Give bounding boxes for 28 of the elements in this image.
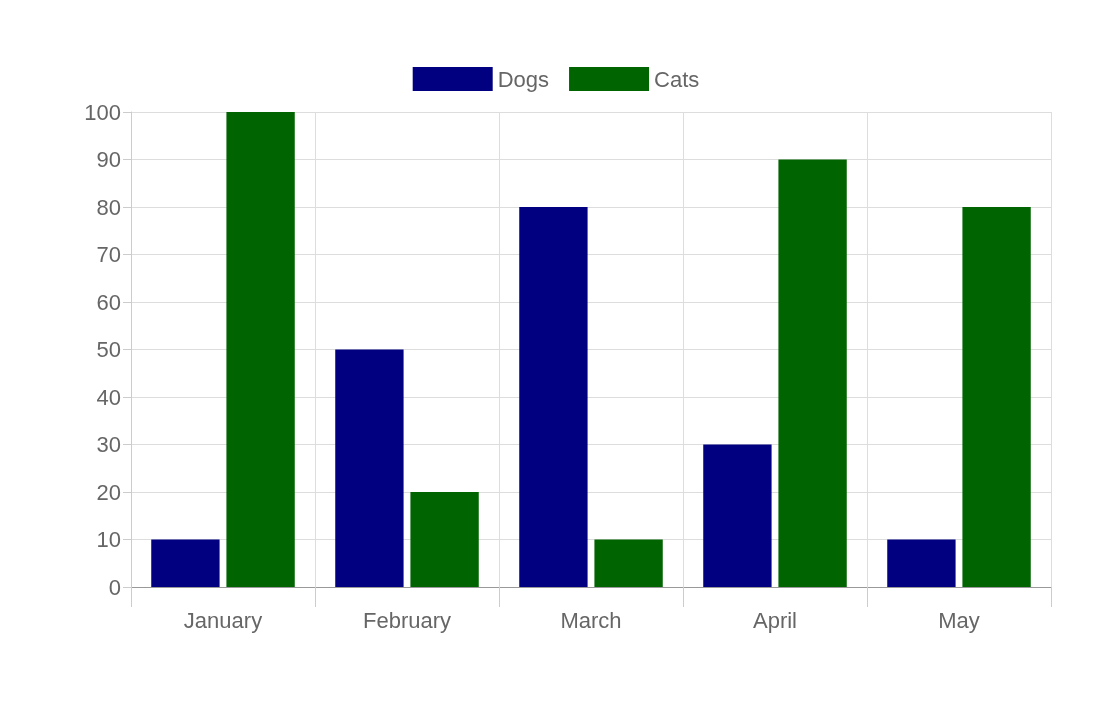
bar — [887, 539, 956, 587]
bar — [594, 539, 663, 587]
bar — [778, 159, 847, 587]
legend-label: Cats — [654, 66, 700, 92]
x-tick-label: May — [938, 607, 980, 633]
bar — [703, 444, 772, 587]
y-tick-label: 70 — [96, 242, 121, 267]
bar — [226, 112, 295, 587]
x-tick-label: February — [362, 607, 452, 633]
x-tick-label: March — [560, 607, 622, 633]
y-tick-label: 40 — [96, 384, 121, 410]
y-tick-label: 80 — [96, 194, 121, 220]
y-tick-label: 100 — [84, 99, 121, 125]
legend-label: Dogs — [497, 66, 550, 92]
y-tick-label: 10 — [96, 527, 121, 552]
y-tick-label: 50 — [96, 337, 121, 362]
y-tick-label: 60 — [96, 289, 121, 315]
x-tick-label: January — [183, 607, 263, 633]
y-tick-label: 0 — [108, 574, 121, 600]
bar — [410, 492, 479, 587]
y-tick-label: 20 — [96, 479, 121, 505]
x-tick-label: April — [752, 607, 798, 633]
bar — [962, 207, 1031, 587]
bar — [519, 207, 588, 587]
bar — [335, 349, 404, 587]
y-tick-label: 30 — [96, 432, 121, 457]
y-tick-label: 90 — [96, 147, 121, 172]
bar — [151, 539, 220, 587]
